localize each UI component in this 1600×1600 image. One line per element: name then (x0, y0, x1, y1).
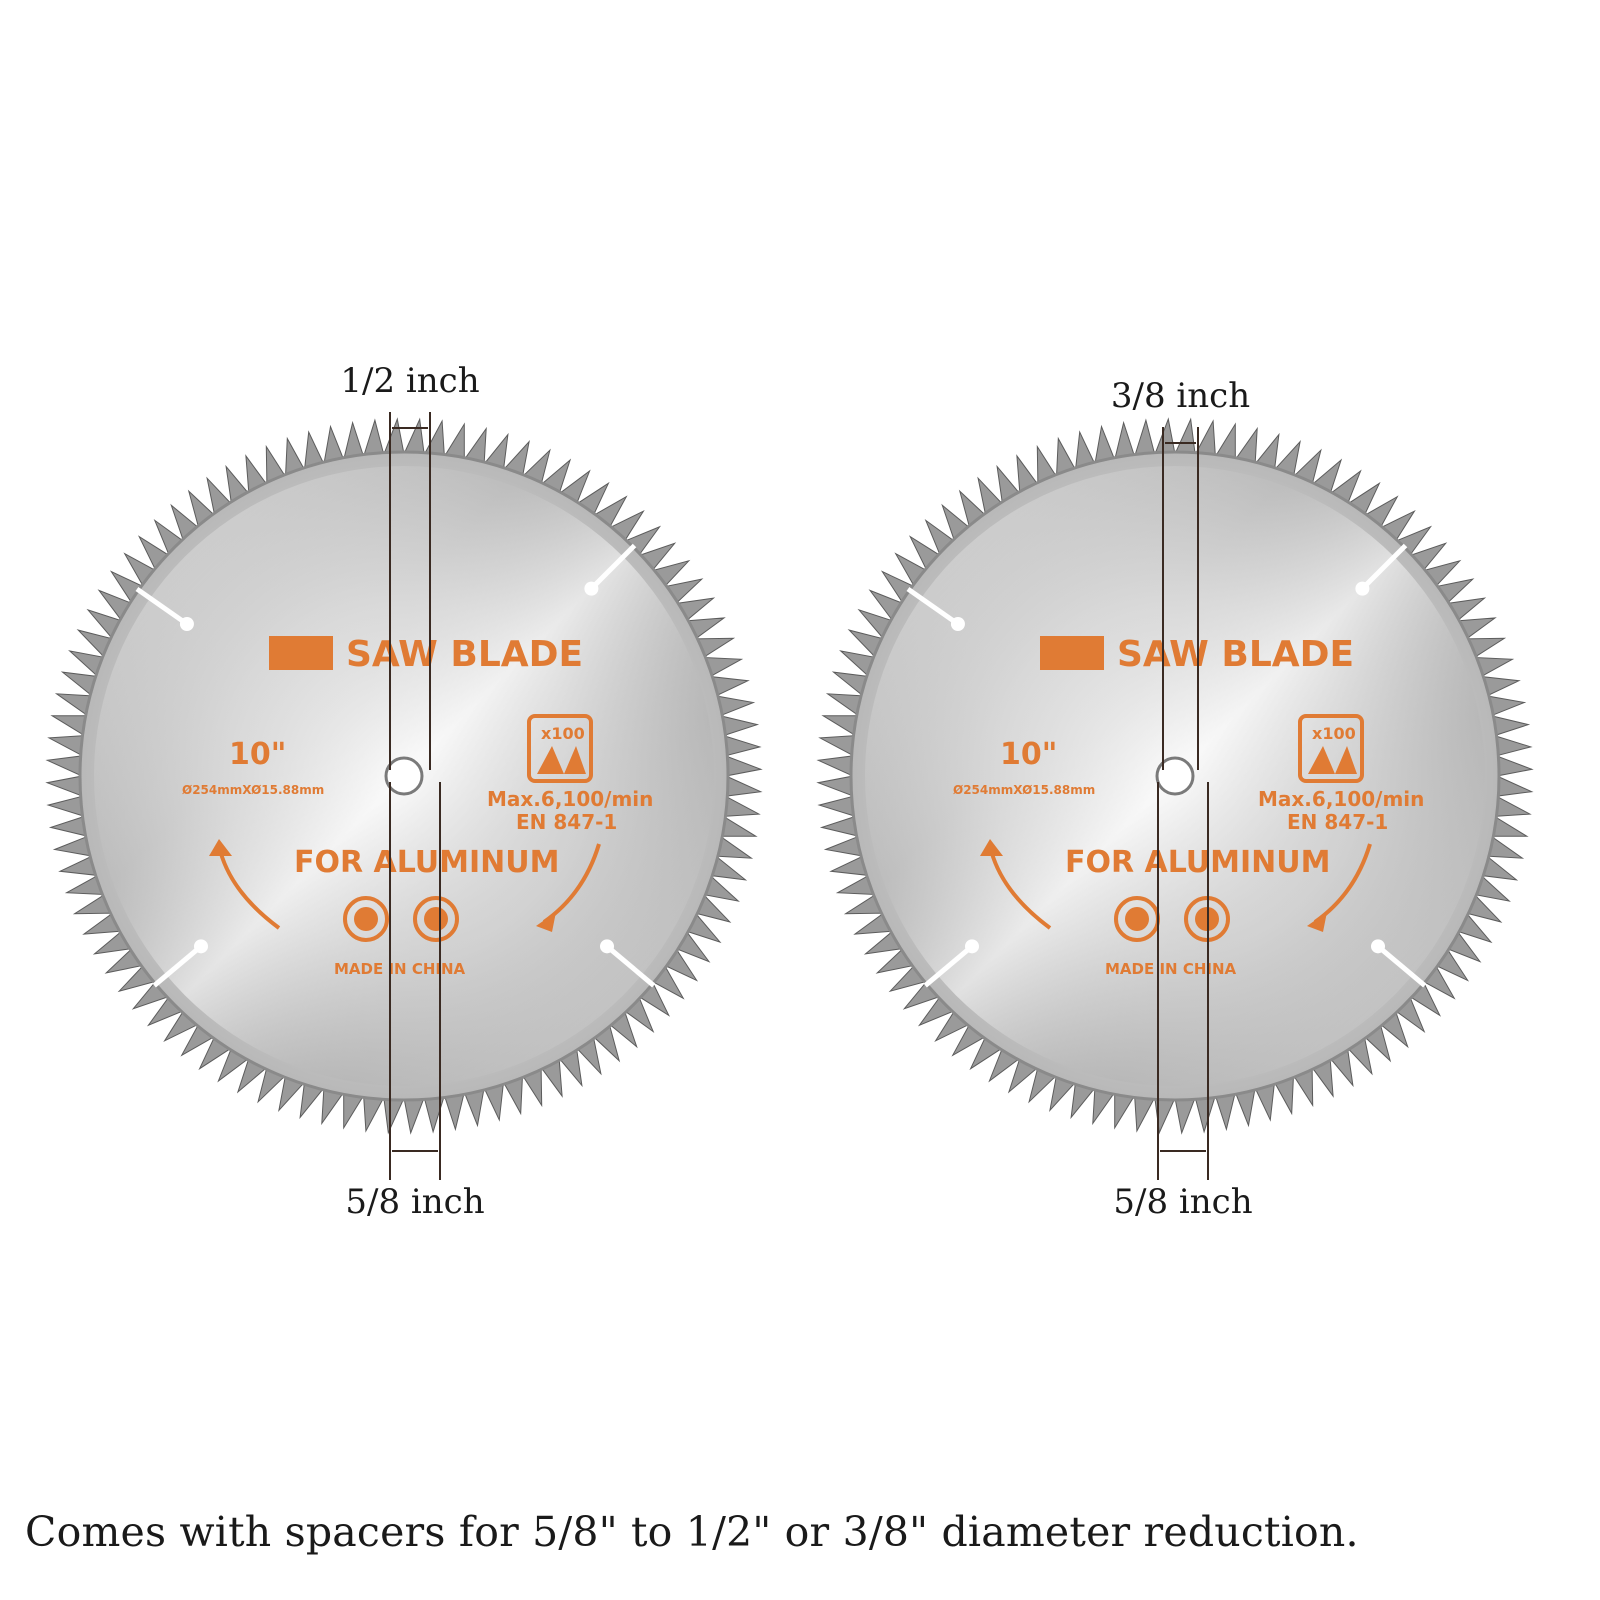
material-label: FOR ALUMINUM (1065, 845, 1331, 880)
slot-hole (179, 617, 194, 632)
glove-icon (413, 896, 459, 942)
slot-hole (1355, 581, 1370, 596)
expansion-slots (135, 543, 656, 988)
expansion-slot (135, 586, 189, 627)
tooth-icon (1298, 714, 1364, 783)
standard: EN 847-1 (1287, 810, 1388, 834)
blade-size: 10" (229, 737, 286, 772)
dimension-lines (1157, 427, 1209, 1180)
top-dimension-label: 3/8 inch (1111, 376, 1250, 416)
arbor-hole (1155, 756, 1195, 796)
slot-hole (950, 617, 965, 632)
brand-logo-bar (1040, 636, 1104, 670)
slot-hole (1371, 939, 1386, 954)
origin-label: MADE IN CHINA (1105, 960, 1237, 978)
saw-blade-left: SAW BLADE 10" Ø254mmXØ15.88mm x100 Max.6… (45, 361, 763, 1222)
slot-hole (964, 939, 979, 954)
tooth-icon (527, 714, 593, 783)
expansion-slot (923, 944, 974, 988)
slot-hole (600, 939, 615, 954)
top-dimension-label: 1/2 inch (340, 361, 479, 401)
mask-icon-ring (343, 896, 389, 942)
max-speed: Max.6,100/min (487, 787, 653, 811)
tooth-count: x100 (541, 724, 585, 743)
rotation-arrow-icon (209, 839, 601, 932)
rotation-arrow-icon (980, 839, 1372, 932)
blade-spec: Ø254mmXØ15.88mm (953, 783, 1095, 797)
expansion-slot (906, 586, 960, 627)
slot-hole (584, 581, 599, 596)
bottom-dimension-label: 5/8 inch (1113, 1182, 1252, 1222)
bottom-dimension-label: 5/8 inch (345, 1182, 484, 1222)
glove-icon-ring (413, 896, 459, 942)
tooth-shape (1308, 746, 1357, 774)
origin-label: MADE IN CHINA (334, 960, 466, 978)
blade-spec: Ø254mmXØ15.88mm (182, 783, 324, 797)
arrowhead-left (209, 839, 232, 856)
brand-label: SAW BLADE (1117, 634, 1354, 675)
max-speed: Max.6,100/min (1258, 787, 1424, 811)
badge-frame (1298, 714, 1364, 783)
saw-blade-right: SAW BLADE 10" Ø254mmXØ15.88mm x100 Max.6… (816, 376, 1534, 1222)
slot-hole (193, 939, 208, 954)
blade-size: 10" (1000, 737, 1057, 772)
arrowhead-right (1307, 912, 1327, 932)
badge-frame (527, 714, 593, 783)
brand-label: SAW BLADE (346, 634, 583, 675)
safety-icons (343, 896, 459, 942)
expansion-slot (1376, 944, 1427, 988)
dimension-lines (389, 412, 441, 1180)
expansion-slot (589, 543, 637, 591)
mask-icon (343, 896, 389, 942)
expansion-slot (605, 944, 656, 988)
standard: EN 847-1 (516, 810, 617, 834)
glove-icon-glyph (424, 907, 448, 931)
arbor-hole (384, 756, 424, 796)
mask-icon-glyph (354, 907, 378, 931)
expansion-slot (152, 944, 203, 988)
arrowhead-right (536, 912, 556, 932)
material-label: FOR ALUMINUM (294, 845, 560, 880)
tooth-count: x100 (1312, 724, 1356, 743)
brand-logo-bar (269, 636, 333, 670)
arrowhead-left (980, 839, 1003, 856)
mask-icon-glyph (1125, 907, 1149, 931)
caption: Comes with spacers for 5/8" to 1/2" or 3… (25, 1508, 1359, 1556)
expansion-slots (906, 543, 1427, 988)
expansion-slot (1360, 543, 1408, 591)
tooth-shape (537, 746, 586, 774)
